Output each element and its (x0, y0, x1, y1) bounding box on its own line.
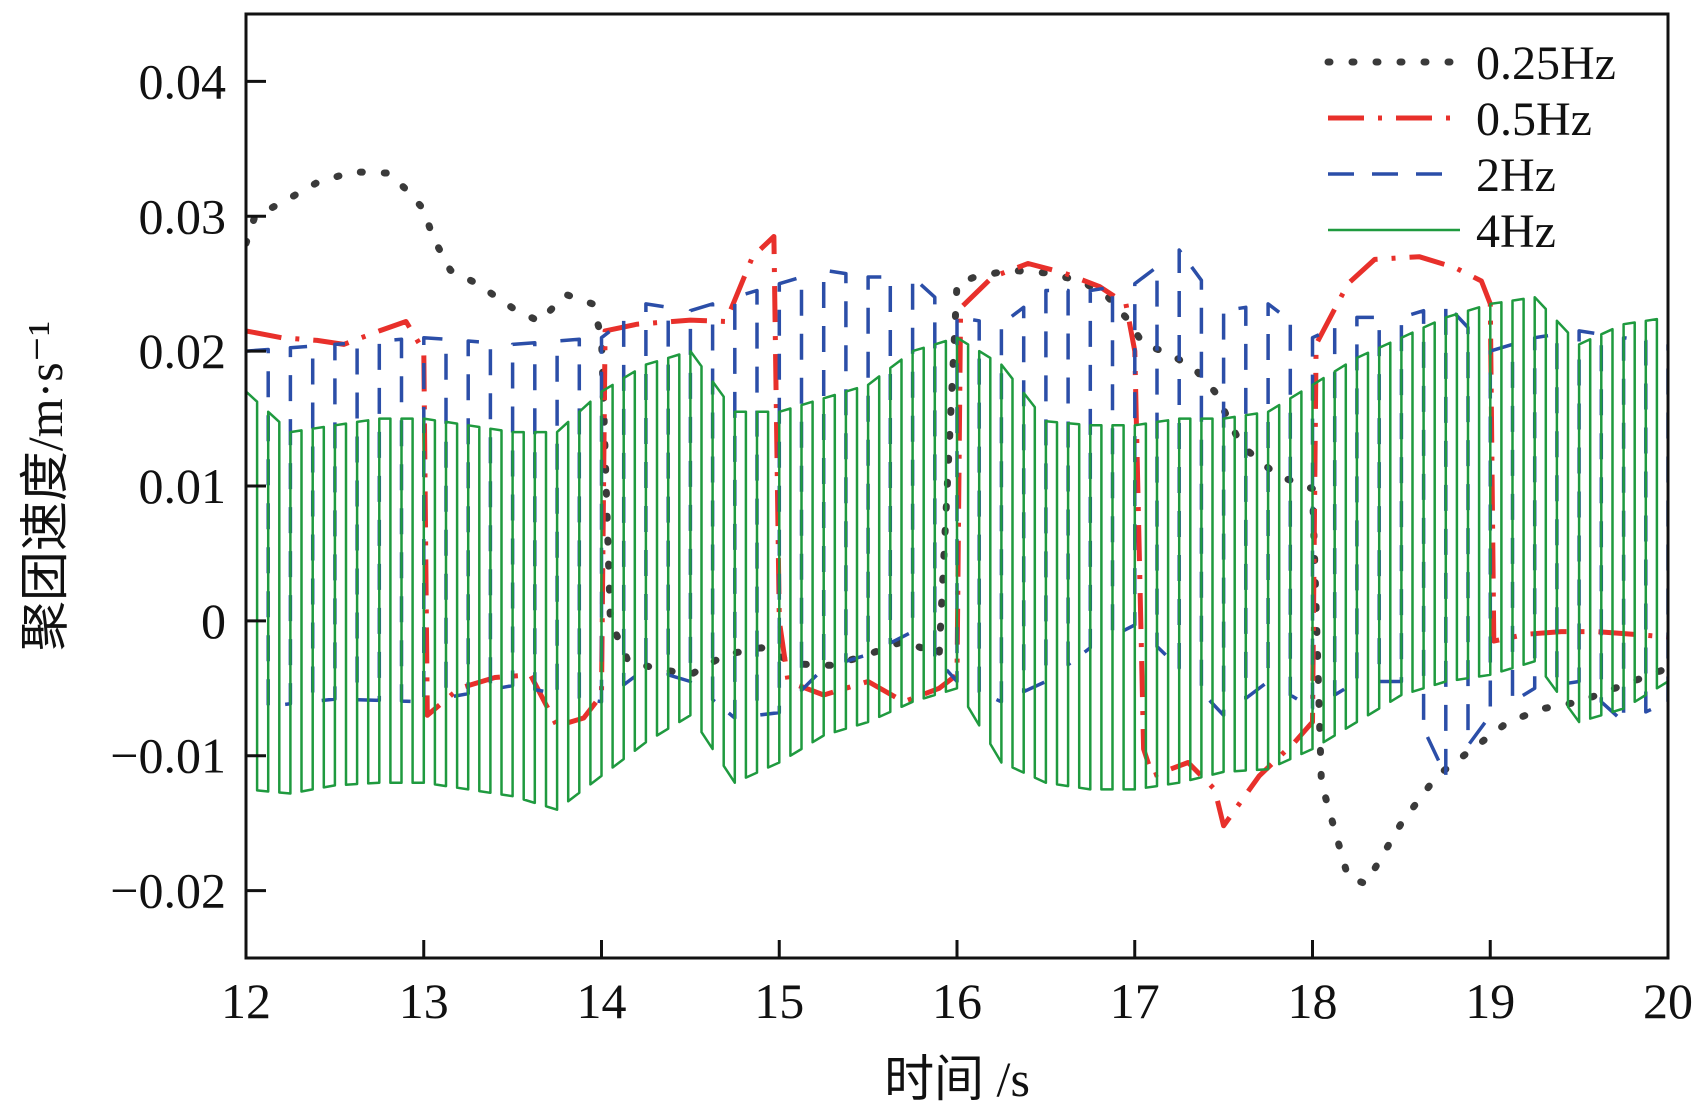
y-axis: −0.02 −0.01 0 0.01 0.02 0.03 0.04 (110, 53, 266, 919)
y-tick-label: 0.01 (139, 458, 227, 514)
x-tick-label: 16 (932, 973, 982, 1029)
y-tick-label: −0.01 (110, 728, 226, 784)
x-tick-label: 12 (221, 973, 271, 1029)
x-tick-label: 14 (577, 973, 627, 1029)
x-tick-label: 17 (1110, 973, 1160, 1029)
y-tick-label: 0.02 (139, 323, 227, 379)
x-tick-label: 20 (1643, 973, 1693, 1029)
y-tick-label: 0.03 (139, 188, 227, 244)
y-tick-label: 0 (201, 593, 226, 649)
legend-label: 2Hz (1476, 149, 1556, 202)
x-tick-label: 18 (1288, 973, 1338, 1029)
legend-label: 0.5Hz (1476, 93, 1592, 146)
y-tick-label: −0.02 (110, 863, 226, 919)
series-layer (246, 168, 1668, 888)
series-line-0-5hz (246, 234, 1668, 829)
y-tick-label: 0.04 (139, 53, 227, 109)
y-axis-title: 聚团速度/m·s⁻¹ (17, 321, 73, 651)
series-line-4hz (246, 295, 1668, 811)
x-tick-label: 13 (399, 973, 449, 1029)
legend-label: 0.25Hz (1476, 37, 1616, 90)
x-axis-title: 时间 /s (884, 1051, 1030, 1107)
x-axis: 12 13 14 15 16 17 18 19 20 (221, 940, 1693, 1029)
x-tick-label: 15 (754, 973, 804, 1029)
series-line-0-25hz (246, 168, 1668, 888)
legend-label: 4Hz (1476, 205, 1556, 258)
x-tick-label: 19 (1465, 973, 1515, 1029)
